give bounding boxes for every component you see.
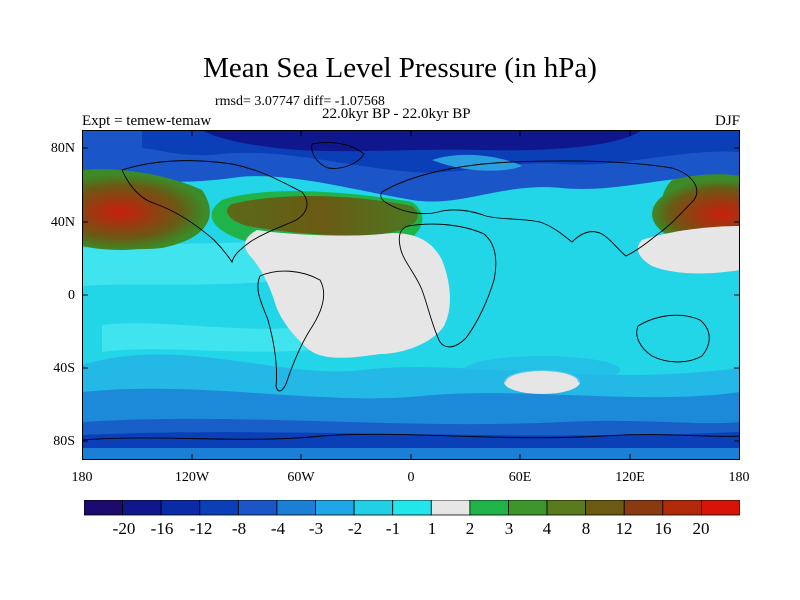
coast-australia — [636, 314, 710, 363]
lat-tick-40n: 40N — [50, 215, 75, 230]
experiment-label: Expt = temew-temaw — [82, 113, 212, 129]
season-label: DJF — [714, 113, 740, 129]
lon-tick-0: 0 — [407, 470, 415, 485]
field-high-north-pacific-west — [82, 174, 205, 250]
field-blue-indian-south — [464, 356, 620, 384]
colorbar-label: -16 — [150, 519, 174, 538]
field-arctic-light — [432, 154, 522, 171]
lon-tick-120e: 120E — [615, 470, 645, 485]
colorbar-box — [160, 500, 201, 516]
lat-tick-80s: 80S — [53, 434, 75, 449]
colorbar-box — [353, 500, 394, 516]
colorbar-box — [623, 500, 664, 516]
stats-label: rmsd= 3.07747 diff= -1.07568 — [215, 94, 385, 109]
colorbar-box — [237, 500, 278, 516]
colorbar-label: 16 — [654, 519, 672, 538]
coast-south-america — [257, 270, 324, 392]
colorbar-box — [84, 500, 123, 516]
colorbar-label: -2 — [347, 519, 363, 538]
colorbar-box — [469, 500, 509, 516]
field-neutral-africa — [245, 230, 450, 358]
colorbar-box — [122, 500, 162, 516]
colorbar-label: 3 — [504, 519, 514, 538]
coast-greenland — [311, 142, 365, 169]
coast-north-america — [121, 160, 308, 264]
lon-tick-180e: 180 — [728, 470, 750, 485]
coastlines — [82, 142, 740, 441]
colorbar-box — [546, 500, 587, 516]
colorbar-box — [585, 500, 625, 516]
period-label: 22.0kyr BP - 22.0kyr BP — [322, 106, 471, 122]
colorbar-box — [662, 500, 702, 516]
field-tropical-band-pacific — [82, 238, 282, 286]
colorbar-label: -20 — [112, 519, 136, 538]
colorbar-label: 8 — [581, 519, 591, 538]
colorbar-label: -1 — [385, 519, 401, 538]
coast-antarctica — [82, 433, 740, 441]
field-neutral-west-pacific — [637, 226, 740, 274]
lon-tick-180w: 180 — [71, 470, 93, 485]
colorbar-box — [315, 500, 355, 516]
coast-africa — [398, 223, 497, 348]
field-tropical-band-south — [102, 323, 312, 352]
coast-eurasia — [380, 160, 698, 257]
colorbar-label: 1 — [427, 519, 437, 538]
pressure-map — [82, 130, 740, 460]
colorbar-box — [276, 500, 316, 516]
colorbar-box — [199, 500, 239, 516]
lon-tick-60w: 60W — [287, 470, 315, 485]
colorbar-label: -12 — [189, 519, 213, 538]
colorbar-box — [430, 500, 471, 516]
lon-tick-120w: 120W — [174, 470, 210, 485]
colorbar-box — [508, 500, 548, 516]
lat-tick-80n: 80N — [50, 141, 75, 156]
colorbar-label: 4 — [542, 519, 552, 538]
colorbar-label: -4 — [270, 519, 286, 538]
field-high-atlantic — [227, 195, 418, 236]
colorbar-label: 12 — [615, 519, 633, 538]
colorbar-box — [392, 500, 432, 516]
colorbar — [84, 500, 740, 516]
colorbar-label: -8 — [231, 519, 247, 538]
colorbar-box — [701, 500, 740, 516]
colorbar-boxes — [84, 500, 740, 516]
lon-tick-60e: 60E — [508, 470, 532, 485]
map-ticks — [82, 130, 740, 460]
colorbar-label: 20 — [692, 519, 710, 538]
field-neutral-indian-south-core — [506, 371, 578, 393]
map-title: Mean Sea Level Pressure (in hPa) — [203, 52, 597, 84]
lat-tick-40s: 40S — [53, 361, 75, 376]
colorbar-label: 2 — [465, 519, 475, 538]
colorbar-label: -3 — [308, 519, 324, 538]
lat-tick-0: 0 — [68, 288, 75, 303]
